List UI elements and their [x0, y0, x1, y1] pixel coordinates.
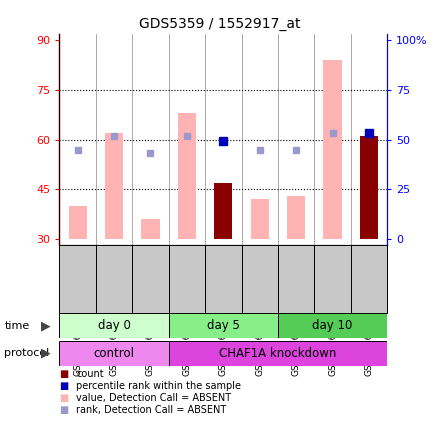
Bar: [178, 113, 196, 239]
Bar: [287, 196, 305, 239]
Text: protocol: protocol: [4, 348, 50, 358]
Bar: [278, 313, 387, 338]
Text: GDS5359 / 1552917_at: GDS5359 / 1552917_at: [139, 17, 301, 31]
Text: day 10: day 10: [312, 319, 353, 332]
Text: percentile rank within the sample: percentile rank within the sample: [76, 381, 241, 391]
Text: ■: ■: [59, 393, 69, 403]
Bar: [214, 183, 232, 239]
Text: ■: ■: [59, 381, 69, 391]
Text: value, Detection Call = ABSENT: value, Detection Call = ABSENT: [76, 393, 231, 403]
Bar: [105, 133, 123, 239]
Text: ■: ■: [59, 369, 69, 379]
Text: ▶: ▶: [41, 347, 51, 360]
Text: ▶: ▶: [41, 319, 51, 332]
Text: rank, Detection Call = ABSENT: rank, Detection Call = ABSENT: [76, 405, 226, 415]
Text: control: control: [94, 347, 135, 360]
Bar: [251, 199, 269, 239]
Text: count: count: [76, 369, 104, 379]
Bar: [323, 60, 342, 239]
Bar: [169, 341, 387, 366]
Bar: [169, 313, 278, 338]
Text: CHAF1A knockdown: CHAF1A knockdown: [219, 347, 337, 360]
Bar: [59, 313, 169, 338]
Bar: [69, 206, 87, 239]
Bar: [360, 136, 378, 239]
Text: ■: ■: [59, 405, 69, 415]
Text: day 5: day 5: [207, 319, 240, 332]
Text: day 0: day 0: [98, 319, 131, 332]
Bar: [141, 219, 160, 239]
Text: time: time: [4, 321, 29, 331]
Bar: [59, 341, 169, 366]
